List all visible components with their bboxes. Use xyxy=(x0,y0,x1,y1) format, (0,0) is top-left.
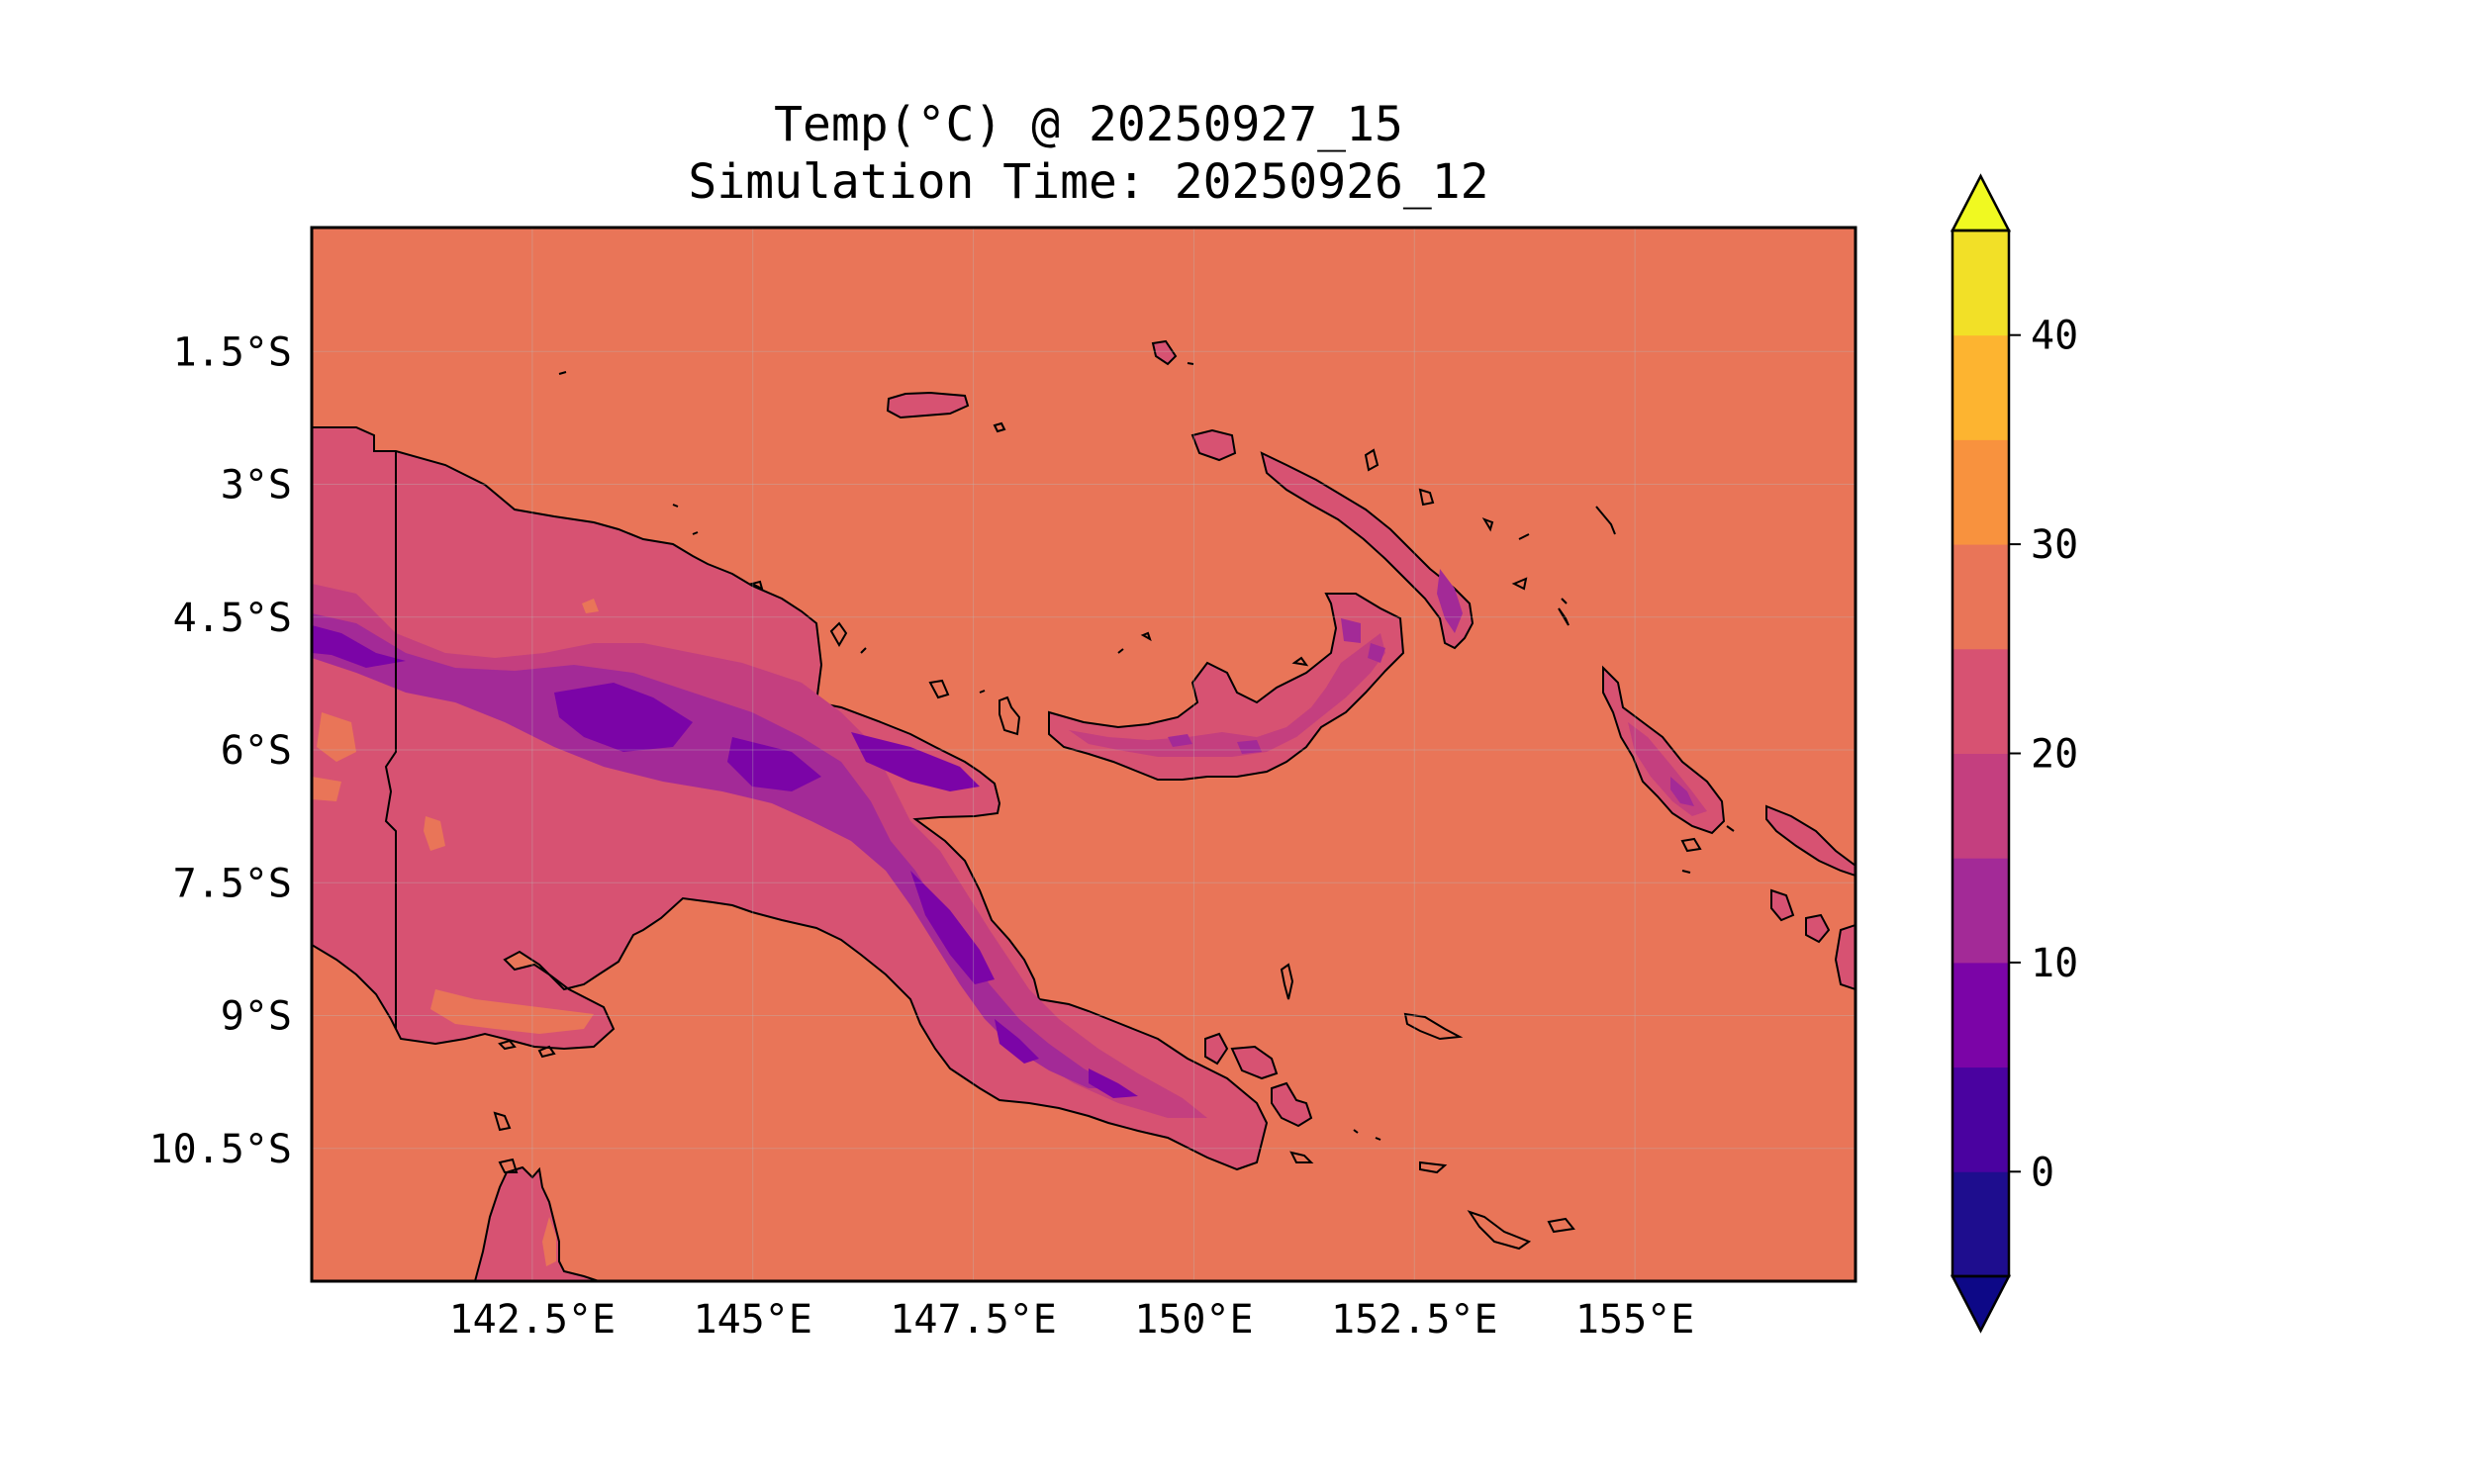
colorbar-segment xyxy=(1952,544,2009,650)
colorbar-segment xyxy=(1952,231,2009,336)
x-axis: 142.5°E 145°E 147.5°E 150°E 152.5°E 155°E xyxy=(449,1297,1695,1343)
new-britain-15-20 xyxy=(1069,633,1385,757)
y-tick-label: 9°S xyxy=(221,994,292,1040)
map-frame xyxy=(310,226,1857,1283)
new-ireland-10-15 xyxy=(1437,569,1463,633)
colorbar-segment xyxy=(1952,648,2009,754)
y-tick-label: 6°S xyxy=(221,728,292,774)
x-tick-label: 147.5°E xyxy=(890,1297,1057,1343)
solomon-islands-choiseul xyxy=(1765,804,1856,878)
colorbar-segment xyxy=(1952,334,2009,440)
mussau-islands xyxy=(1151,339,1237,462)
colorbar-tick-label: 40 xyxy=(2031,314,2078,359)
x-tick-label: 152.5°E xyxy=(1331,1297,1498,1343)
colorbar: 0 10 20 30 40 xyxy=(1950,173,2078,1334)
colorbar-segment xyxy=(1952,753,2009,859)
new-ireland-island xyxy=(1260,451,1475,650)
border-line xyxy=(384,451,397,1029)
colorbar-tick-label: 0 xyxy=(2031,1150,2054,1195)
new-britain-island xyxy=(1048,593,1405,781)
manus-island xyxy=(886,391,970,419)
y-axis: 1.5°S 3°S 4.5°S 6°S 7.5°S 9°S 10.5°S xyxy=(149,329,293,1171)
dentrecasteaux-islands xyxy=(1204,1032,1313,1128)
y-tick-label: 4.5°S xyxy=(173,596,292,641)
colorbar-segment xyxy=(1952,1067,2009,1172)
x-tick-label: 155°E xyxy=(1575,1297,1694,1343)
bougainville-10-15 xyxy=(1670,777,1694,806)
bougainville-island xyxy=(1602,665,1726,835)
y-tick-label: 3°S xyxy=(221,463,292,509)
temperature-field xyxy=(312,339,1856,1281)
y-tick-label: 1.5°S xyxy=(173,329,292,375)
colorbar-tick-label: 30 xyxy=(2031,522,2078,568)
solomon-islands-new-georgia xyxy=(1770,888,1856,991)
cape-york-peninsula xyxy=(473,1165,600,1281)
colorbar-extend-min xyxy=(1950,1274,2012,1334)
cape-york-warm xyxy=(542,1217,556,1266)
map-title-line-1: Temp(°C) @ 20250927_15 xyxy=(774,97,1403,152)
colorbar-segment xyxy=(1952,439,2009,545)
map-title-line-2: Simulation Time: 20250926_12 xyxy=(688,154,1488,210)
y-tick-label: 7.5°S xyxy=(173,861,292,906)
y-tick-label: 10.5°S xyxy=(149,1127,293,1172)
x-tick-label: 142.5°E xyxy=(449,1297,617,1343)
map-panel xyxy=(310,226,1857,1283)
colorbar-tick-label: 10 xyxy=(2031,941,2078,986)
x-tick-label: 150°E xyxy=(1134,1297,1253,1343)
gridlines xyxy=(312,228,1856,1281)
colorbar-extend-max xyxy=(1950,173,2012,232)
colorbar-segment xyxy=(1952,962,2009,1068)
colorbar-segment xyxy=(1952,1171,2009,1277)
new-britain-10-15 xyxy=(1168,618,1385,754)
small-islets xyxy=(493,362,1735,1251)
colorbar-segment xyxy=(1952,858,2009,964)
x-tick-label: 145°E xyxy=(694,1297,812,1343)
colorbar-tick-label: 20 xyxy=(2031,732,2078,778)
